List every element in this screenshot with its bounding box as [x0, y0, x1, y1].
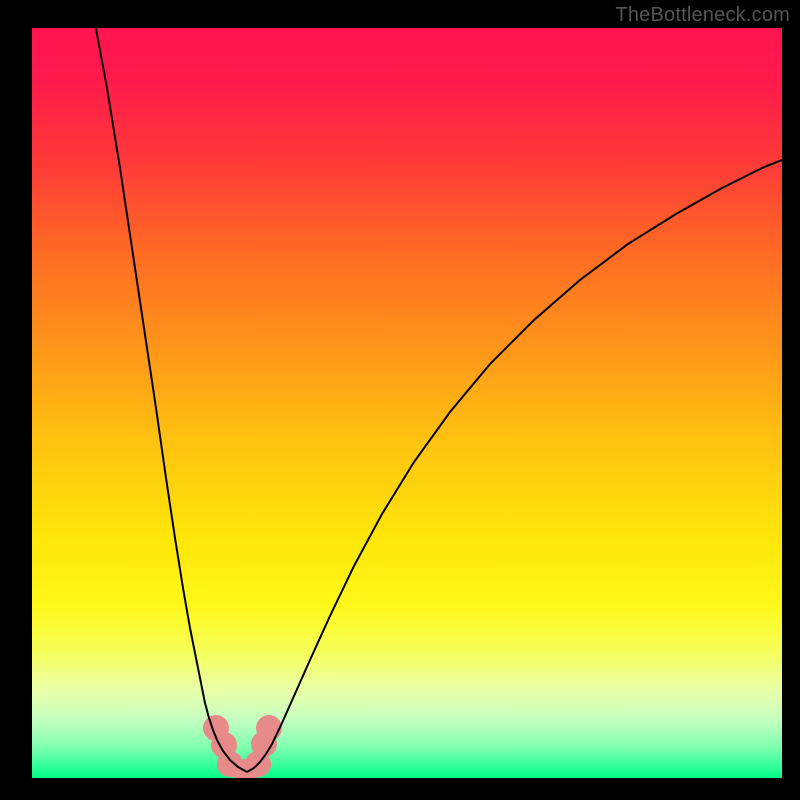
right-curve	[247, 156, 782, 772]
watermark-text: TheBottleneck.com	[615, 4, 790, 27]
bottleneck-marker	[256, 715, 282, 741]
chart-plot-area	[32, 28, 782, 778]
chart-svg-layer	[32, 28, 782, 778]
left-curve	[94, 28, 247, 772]
